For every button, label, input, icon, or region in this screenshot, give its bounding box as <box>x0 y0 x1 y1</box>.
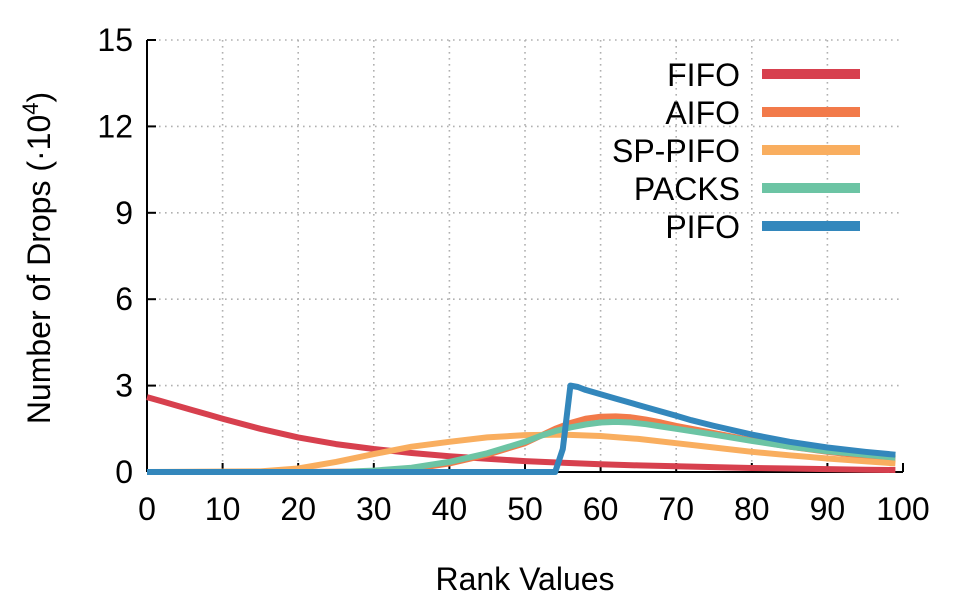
series-line-pifo <box>147 382 896 475</box>
x-tick-label: 0 <box>138 491 156 527</box>
x-axis-label: Rank Values <box>435 561 614 597</box>
y-axis-label-close: ) <box>21 92 57 103</box>
x-tick-label: 20 <box>280 491 316 527</box>
legend-label-packs: PACKS <box>634 171 740 207</box>
y-tick-label: 0 <box>115 454 133 490</box>
series-lines <box>146 382 896 475</box>
y-axis-label: Number of Drops (·104) <box>18 92 57 424</box>
series-line-packs <box>147 418 896 475</box>
y-axis-label-multiplier: ·10 <box>21 115 57 161</box>
y-tick-label: 3 <box>115 368 133 404</box>
x-tick-label: 100 <box>876 491 929 527</box>
x-tick-label: 30 <box>356 491 392 527</box>
y-axis-label-exponent: 4 <box>18 102 43 114</box>
grid-lines <box>147 39 903 472</box>
y-tick-label: 6 <box>115 281 133 317</box>
y-tick-label: 12 <box>97 108 133 144</box>
x-tick-label: 50 <box>507 491 543 527</box>
x-tick-label: 60 <box>583 491 619 527</box>
x-tick-label: 90 <box>810 491 846 527</box>
legend-label-pifo: PIFO <box>665 209 740 245</box>
legend-label-aifo: AIFO <box>665 95 740 131</box>
x-tick-label: 10 <box>205 491 241 527</box>
x-tick-label: 40 <box>432 491 468 527</box>
legend-label-sp-pifo: SP-PIFO <box>612 133 740 169</box>
y-tick-label: 15 <box>97 22 133 58</box>
legend-label-fifo: FIFO <box>667 57 740 93</box>
x-tick-label: 70 <box>658 491 694 527</box>
x-tick-label: 80 <box>734 491 770 527</box>
y-axis-label-main: Number of Drops ( <box>21 161 57 425</box>
y-tick-label: 9 <box>115 195 133 231</box>
